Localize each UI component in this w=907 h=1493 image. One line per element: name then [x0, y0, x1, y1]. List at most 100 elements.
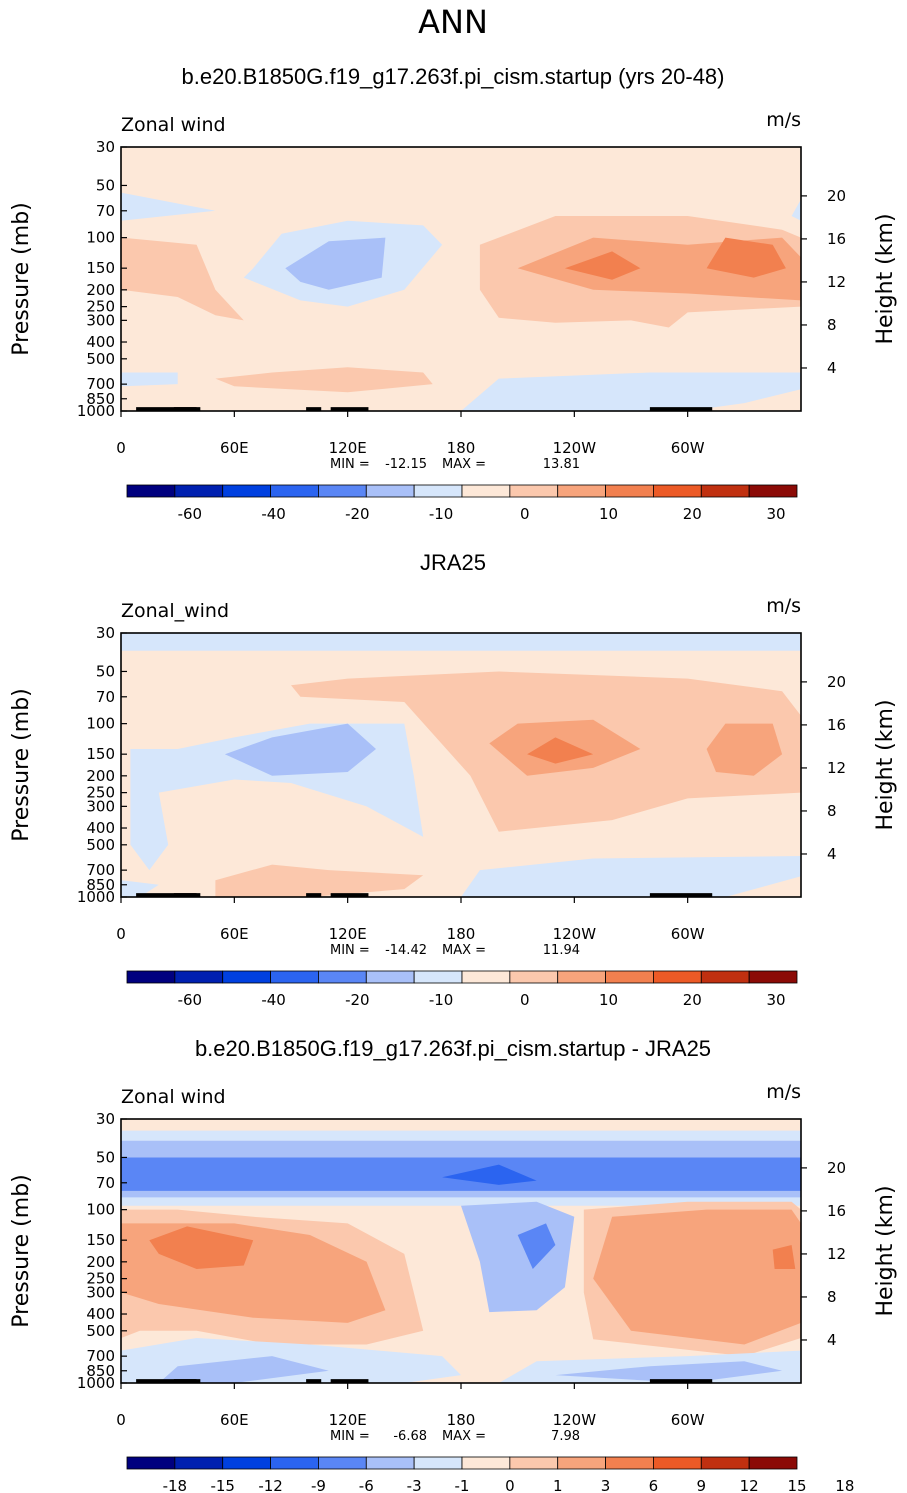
y-tick-label: 850 — [86, 1362, 115, 1380]
colorbar-label: 20 — [683, 991, 702, 1009]
colorbar-box — [748, 970, 798, 984]
colorbar-box — [700, 970, 750, 984]
min-label: MIN = — [330, 457, 370, 472]
y-tick-label: 700 — [86, 1347, 115, 1365]
contour-region — [149, 1226, 254, 1269]
y2-tick-label: 20 — [827, 1159, 846, 1177]
colorbar-box — [653, 970, 702, 984]
topography-mask — [330, 893, 369, 897]
contour-region — [527, 737, 594, 764]
colorbar-label: 15 — [787, 1477, 806, 1493]
y-tick-label: 300 — [86, 797, 115, 815]
colorbar-label: -1 — [455, 1477, 470, 1493]
colorbar-box — [557, 970, 606, 984]
colorbar-box — [461, 1456, 511, 1470]
y-tick-label: 100 — [86, 229, 115, 247]
contour-region — [224, 723, 376, 776]
y2-axis-label: Height (km) — [873, 1185, 898, 1316]
colorbar-box — [174, 970, 224, 984]
contour-region — [121, 880, 159, 897]
y-axis-label: Pressure (mb) — [9, 1174, 34, 1328]
topography-mask — [649, 1379, 713, 1383]
contour-field — [121, 633, 801, 897]
panel-title: JRA25 — [420, 550, 486, 575]
topography-mask — [136, 407, 201, 411]
contour-region — [791, 199, 801, 221]
colorbar: -60 -40 -20 -10 0 10 20 30 — [126, 484, 798, 523]
y-tick-label: 100 — [86, 1201, 115, 1219]
x-tick-label: 60W — [671, 1411, 705, 1429]
y-tick-label: 200 — [86, 767, 115, 785]
colorbar-box — [413, 970, 463, 984]
y-tick-label: 30 — [96, 1110, 115, 1128]
contour-field — [121, 1119, 801, 1383]
colorbar-box — [413, 1456, 463, 1470]
variable-label: Zonal_wind — [121, 600, 229, 622]
colorbar-label: -9 — [311, 1477, 326, 1493]
colorbar-label: 12 — [740, 1477, 759, 1493]
contour-region — [593, 1209, 801, 1345]
y-tick-label: 300 — [86, 1283, 115, 1301]
colorbar-box — [222, 484, 271, 498]
panel-diff: b.e20.B1850G.f19_g17.263f.pi_cism.startu… — [9, 1036, 898, 1493]
y-tick-label: 50 — [96, 1148, 115, 1166]
topography-mask — [306, 407, 322, 411]
colorbar-label: -40 — [261, 991, 286, 1009]
topography-mask — [330, 1379, 369, 1383]
topography-mask — [136, 893, 201, 897]
y2-tick-label: 12 — [827, 273, 846, 291]
colorbar-label: 18 — [835, 1477, 854, 1493]
colorbar-box — [318, 970, 367, 984]
colorbar-box — [509, 970, 559, 984]
topography-mask — [306, 1379, 322, 1383]
colorbar-label: 20 — [683, 505, 702, 523]
colorbar-label: -60 — [178, 991, 203, 1009]
colorbar-box — [222, 970, 271, 984]
contour-region — [442, 1164, 537, 1185]
colorbar-label: -15 — [210, 1477, 235, 1493]
contour-region — [121, 192, 216, 221]
max-label: MAX = — [442, 457, 486, 472]
y-tick-label: 1000 — [77, 888, 115, 906]
min-label: MIN = — [330, 943, 370, 958]
x-tick-label: 60W — [671, 925, 705, 943]
colorbar-box — [222, 1456, 271, 1470]
colorbar-label: 30 — [767, 505, 786, 523]
y-tick-label: 700 — [86, 375, 115, 393]
contour-region — [564, 251, 641, 280]
colorbar-box — [509, 1456, 559, 1470]
x-tick-label: 0 — [116, 925, 126, 943]
colorbar-box — [270, 484, 319, 498]
colorbar-label: 3 — [601, 1477, 611, 1493]
y-tick-label: 300 — [86, 311, 115, 329]
x-tick-label: 180 — [447, 1411, 476, 1429]
colorbar: -60 -40 -20 -10 0 10 20 30 — [126, 970, 798, 1009]
contour-region — [215, 864, 424, 897]
panel-title: b.e20.B1850G.f19_g17.263f.pi_cism.startu… — [195, 1036, 711, 1061]
colorbar-label: 10 — [599, 505, 618, 523]
y2-tick-label: 4 — [827, 845, 837, 863]
y-tick-label: 50 — [96, 176, 115, 194]
colorbar-box — [461, 970, 511, 984]
y-tick-label: 250 — [86, 1270, 115, 1288]
colorbar-box — [174, 484, 224, 498]
y2-axis-label: Height (km) — [873, 699, 898, 830]
y-tick-label: 250 — [86, 784, 115, 802]
colorbar-label: 30 — [767, 991, 786, 1009]
y2-tick-label: 12 — [827, 1245, 846, 1263]
y-tick-label: 150 — [86, 259, 115, 277]
x-tick-label: 60E — [220, 925, 249, 943]
colorbar-label: 6 — [649, 1477, 659, 1493]
topography-mask — [649, 893, 713, 897]
y2-tick-label: 8 — [827, 1288, 837, 1306]
colorbar-box — [605, 970, 654, 984]
contour-region — [555, 1361, 783, 1383]
y-tick-label: 30 — [96, 138, 115, 156]
y-tick-label: 70 — [96, 1174, 115, 1192]
colorbar-box — [126, 484, 176, 498]
topography-mask — [306, 893, 322, 897]
min-label: MIN = — [330, 1429, 370, 1444]
colorbar-box — [509, 484, 559, 498]
x-tick-label: 60E — [220, 1411, 249, 1429]
